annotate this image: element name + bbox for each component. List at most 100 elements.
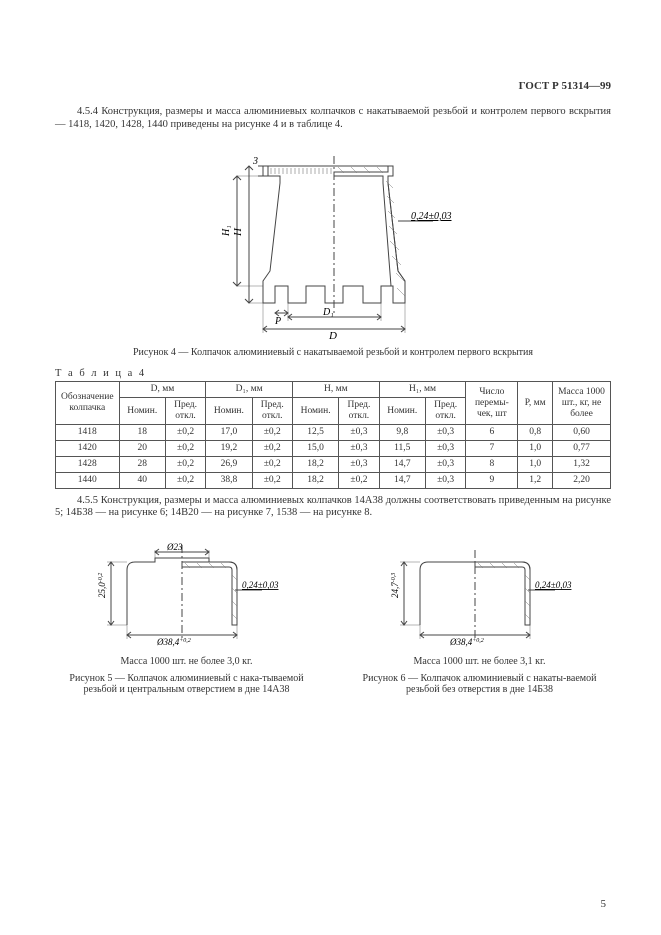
table-cell: 9,8 xyxy=(379,424,425,440)
table-4-label: Т а б л и ц а 4 xyxy=(55,368,611,379)
th-sub: Пред. откл. xyxy=(339,398,379,425)
table-row: 142020±0,219,2±0,215,0±0,311,5±0,371,00,… xyxy=(56,440,611,456)
figure-5-caption: Рисунок 5 — Колпачок алюминиевый с нака-… xyxy=(55,673,318,695)
page-number: 5 xyxy=(601,898,607,910)
table-cell: 1,0 xyxy=(518,440,553,456)
table-cell: 1418 xyxy=(56,424,120,440)
cap-diagram-6: 24,7-0,3 Ø38,4+0,2 0,24±0,03 xyxy=(370,540,590,650)
table-cell: ±0,3 xyxy=(425,440,465,456)
figure-4-caption: Рисунок 4 — Колпачок алюминиевый с накат… xyxy=(55,347,611,358)
figure-6-caption: Рисунок 6 — Колпачок алюминиевый с накат… xyxy=(348,673,611,695)
table-cell: 18,2 xyxy=(292,472,338,488)
figures-5-6-row: Ø23 25,0-0,2 Ø38,4+0,2 0,24±0,03 Масса 1… xyxy=(55,530,611,705)
table-cell: 18,2 xyxy=(292,456,338,472)
table-cell: 1,2 xyxy=(518,472,553,488)
dim-wall-5: 0,24±0,03 xyxy=(242,580,279,590)
table-cell: ±0,3 xyxy=(339,440,379,456)
table-4: Обозначение колпачка D, мм D₁, мм H, мм … xyxy=(55,381,611,488)
table-row: 142828±0,226,9±0,218,2±0,314,7±0,381,01,… xyxy=(56,456,611,472)
cap-diagram-4: 3 H H₁ P D₁ D 0,24±0,03 xyxy=(193,141,473,341)
svg-text:Ø38,4+0,2: Ø38,4+0,2 xyxy=(156,637,191,647)
table-cell: 1440 xyxy=(56,472,120,488)
dim-wall: 0,24±0,03 xyxy=(411,211,452,222)
svg-text:25,0-0,2: 25,0-0,2 xyxy=(97,573,107,598)
standard-code: ГОСТ Р 51314—99 xyxy=(55,80,611,92)
table-cell: 11,5 xyxy=(379,440,425,456)
table-cell: 8 xyxy=(466,456,518,472)
paragraph-455: 4.5.5 Конструкция, размеры и масса алюми… xyxy=(55,495,611,520)
table-cell: 19,2 xyxy=(206,440,252,456)
table-cell: 40 xyxy=(119,472,165,488)
th-sub: Номин. xyxy=(119,398,165,425)
th-D1: D₁, мм xyxy=(206,382,293,398)
dim-H1: H₁ xyxy=(221,225,232,237)
table-cell: 6 xyxy=(466,424,518,440)
dim-D: D xyxy=(328,330,337,341)
table-cell: ±0,2 xyxy=(165,424,205,440)
th-H: H, мм xyxy=(292,382,379,398)
figure-5-column: Ø23 25,0-0,2 Ø38,4+0,2 0,24±0,03 Масса 1… xyxy=(55,530,318,705)
dim-wall-6: 0,24±0,03 xyxy=(535,580,572,590)
table-cell: 28 xyxy=(119,456,165,472)
dim-d23: Ø23 xyxy=(166,542,183,552)
table-cell: ±0,3 xyxy=(425,424,465,440)
table-cell: 12,5 xyxy=(292,424,338,440)
fig6-mass: Масса 1000 шт. не более 3,1 кг. xyxy=(348,656,611,667)
table-cell: ±0,3 xyxy=(425,456,465,472)
table-cell: 7 xyxy=(466,440,518,456)
table-cell: 38,8 xyxy=(206,472,252,488)
dim-D1: D₁ xyxy=(322,307,334,318)
table-cell: 0,8 xyxy=(518,424,553,440)
th-P: P, мм xyxy=(518,382,553,425)
th-mass: Масса 1000 шт., кг, не более xyxy=(553,382,611,425)
paragraph-454: 4.5.4 Конструкция, размеры и масса алюми… xyxy=(55,106,611,131)
dim-P: P xyxy=(274,316,281,327)
th-D: D, мм xyxy=(119,382,206,398)
th-sub: Пред. откл. xyxy=(252,398,292,425)
th-sub: Номин. xyxy=(206,398,252,425)
table-cell: ±0,2 xyxy=(252,440,292,456)
table-cell: 20 xyxy=(119,440,165,456)
cap-diagram-5: Ø23 25,0-0,2 Ø38,4+0,2 0,24±0,03 xyxy=(77,540,297,650)
table-cell: ±0,3 xyxy=(339,456,379,472)
table-cell: ±0,2 xyxy=(165,440,205,456)
table-cell: 9 xyxy=(466,472,518,488)
table-row: 141818±0,217,0±0,212,5±0,39,8±0,360,80,6… xyxy=(56,424,611,440)
table-cell: ±0,2 xyxy=(165,456,205,472)
table-cell: ±0,2 xyxy=(252,472,292,488)
table-cell: 1428 xyxy=(56,456,120,472)
table-cell: ±0,2 xyxy=(165,472,205,488)
table-cell: 0,77 xyxy=(553,440,611,456)
table-cell: 18 xyxy=(119,424,165,440)
figure-6-column: 24,7-0,3 Ø38,4+0,2 0,24±0,03 Масса 1000 … xyxy=(348,530,611,705)
th-H1: H₁, мм xyxy=(379,382,466,398)
table-cell: 2,20 xyxy=(553,472,611,488)
svg-text:24,7-0,3: 24,7-0,3 xyxy=(390,573,400,598)
th-name: Обозначение колпачка xyxy=(56,382,120,425)
table-cell: 14,7 xyxy=(379,472,425,488)
fig5-mass: Масса 1000 шт. не более 3,0 кг. xyxy=(55,656,318,667)
table-cell: 1420 xyxy=(56,440,120,456)
document-page: ГОСТ Р 51314—99 4.5.4 Конструкция, разме… xyxy=(0,0,661,935)
dim-H: H xyxy=(232,227,244,237)
table-cell: ±0,2 xyxy=(252,456,292,472)
table-cell: 26,9 xyxy=(206,456,252,472)
svg-text:Ø38,4+0,2: Ø38,4+0,2 xyxy=(449,637,484,647)
table-cell: ±0,3 xyxy=(425,472,465,488)
table-cell: 15,0 xyxy=(292,440,338,456)
table-cell: 0,60 xyxy=(553,424,611,440)
table-cell: ±0,2 xyxy=(339,472,379,488)
table-cell: 14,7 xyxy=(379,456,425,472)
th-sub: Пред. откл. xyxy=(165,398,205,425)
table-cell: 17,0 xyxy=(206,424,252,440)
th-sub: Пред. откл. xyxy=(425,398,465,425)
table-cell: ±0,3 xyxy=(339,424,379,440)
th-per: Число перемы-чек, шт xyxy=(466,382,518,425)
th-sub: Номин. xyxy=(292,398,338,425)
figure-4: 3 H H₁ P D₁ D 0,24±0,03 xyxy=(55,141,611,341)
th-sub: Номин. xyxy=(379,398,425,425)
dim-3: 3 xyxy=(252,156,258,167)
table-row: 144040±0,238,8±0,218,2±0,214,7±0,391,22,… xyxy=(56,472,611,488)
table-cell: 1,32 xyxy=(553,456,611,472)
table-cell: 1,0 xyxy=(518,456,553,472)
